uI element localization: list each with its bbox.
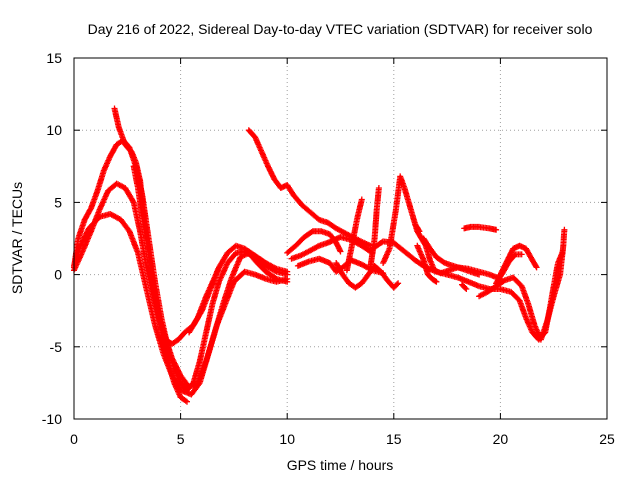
data-point (462, 285, 469, 291)
data-point (358, 196, 365, 203)
x-tick-label: 5 (177, 431, 185, 447)
data-point (182, 397, 189, 404)
y-tick-label: 5 (54, 194, 62, 210)
data-point (433, 278, 440, 285)
series-track-r (420, 235, 483, 278)
series-track-s (459, 281, 470, 292)
series-track-l (343, 196, 365, 274)
data-point (518, 251, 525, 258)
data-point (129, 198, 136, 205)
data-point (415, 227, 422, 234)
data-point (463, 286, 470, 292)
axes: 0 5 10 15 20 25 -10 -5 0 5 10 15 (42, 50, 615, 447)
series-track-i (288, 234, 376, 262)
data-point (532, 263, 539, 270)
data-point (561, 226, 568, 233)
data-point (87, 206, 94, 213)
data-point (476, 271, 483, 278)
data-point (193, 316, 200, 323)
series-track-k (333, 260, 402, 291)
data-points (71, 105, 568, 405)
data-point (284, 278, 291, 285)
series-track-w (493, 251, 525, 287)
series-track-q (412, 221, 423, 235)
data-point (337, 248, 344, 255)
y-tick-label: -5 (50, 339, 63, 355)
series-track-m (367, 185, 382, 271)
series-track-g (245, 127, 374, 249)
data-point (184, 398, 190, 405)
data-point (533, 264, 540, 271)
x-tick-label: 25 (599, 431, 615, 447)
x-tick-label: 10 (279, 431, 295, 447)
x-tick-label: 20 (493, 431, 509, 447)
y-axis-label: SDTVAR / TECUs (9, 182, 25, 294)
series-track-t (461, 223, 500, 233)
y-tick-label: 10 (46, 122, 62, 138)
y-tick-label: 15 (46, 50, 62, 66)
data-point (500, 278, 507, 285)
y-tick-label: -10 (42, 411, 62, 427)
x-tick-label: 15 (386, 431, 402, 447)
series-track-b (71, 180, 291, 391)
data-point (416, 228, 423, 235)
plot-frame (73, 57, 608, 420)
x-axis-label: GPS time / hours (287, 457, 394, 473)
data-point (375, 185, 382, 191)
y-tick-label: 0 (54, 267, 62, 283)
data-point (216, 264, 222, 271)
series-track-p (414, 242, 440, 285)
series-track-e (130, 163, 190, 405)
data-point (394, 281, 400, 288)
data-point (440, 259, 447, 266)
data-point (493, 226, 500, 233)
data-point (272, 265, 279, 272)
data-point (432, 278, 439, 285)
data-point (272, 275, 279, 282)
series-track-u (476, 226, 568, 343)
series-track-f (186, 264, 222, 336)
data-point (395, 280, 402, 287)
x-tick-label: 0 (70, 431, 78, 447)
chart-title: Day 216 of 2022, Sidereal Day-to-day VTE… (88, 21, 593, 37)
data-point (284, 268, 291, 275)
